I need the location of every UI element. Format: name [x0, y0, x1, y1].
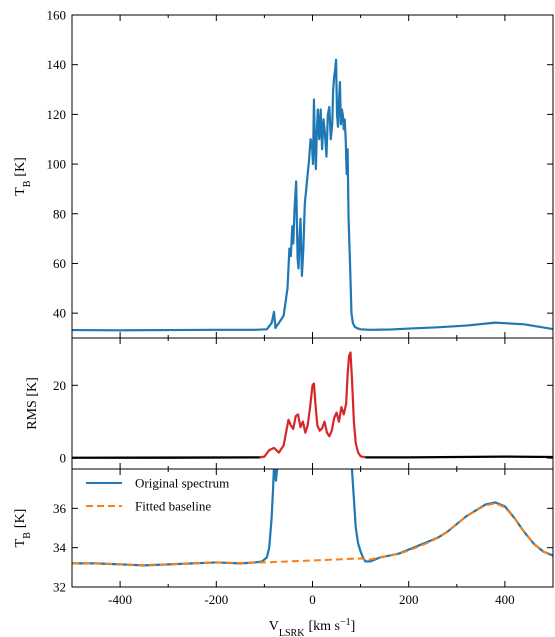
series-group — [72, 351, 553, 459]
y-tick-label: 0 — [60, 451, 67, 466]
x-axis-tick-labels: -400 -200 0 200 400 — [108, 592, 514, 607]
axes-frame — [71, 337, 554, 470]
middle-panel-rms: 0 20 RMS [K] — [25, 337, 554, 470]
x-axis-title-close: ] — [351, 619, 356, 634]
y-axis-title-unit: [K] — [13, 509, 28, 528]
x-tick-label: 400 — [495, 592, 515, 607]
y-tick-label: 160 — [47, 8, 67, 23]
x-tick-label: 200 — [399, 592, 419, 607]
y-axis-title: TB [K] — [13, 509, 33, 548]
legend: Original spectrum Fitted baseline — [86, 476, 229, 514]
y-tick-label: 36 — [53, 501, 67, 516]
y-axis-title-main: T — [13, 187, 28, 196]
y-axis-title: TB [K] — [13, 157, 33, 196]
series-group — [72, 58, 553, 332]
y-axis-title-main: T — [13, 538, 28, 547]
x-axis-title-unit: [km s — [308, 619, 340, 634]
y-tick-label: 120 — [47, 107, 67, 122]
x-axis-title-main: V — [269, 619, 279, 634]
x-axis-title: VLSRK [km s−1] — [269, 617, 356, 637]
series-group — [72, 469, 553, 567]
y-tick-label: 40 — [53, 306, 66, 321]
bottom-panel-baseline-fit: 32 34 36 TB [K] Original spectrum Fitted basel… — [13, 468, 554, 595]
series-line-1 — [259, 351, 366, 459]
series-line-0 — [72, 58, 553, 332]
y-axis-title-sub: B — [22, 532, 33, 539]
axes-frame — [71, 14, 554, 339]
y-tick-label: 20 — [53, 378, 66, 393]
y-axis-title: RMS [K] — [25, 377, 40, 430]
x-axis-title-sub: LSRK — [279, 628, 305, 637]
x-tick-label: -200 — [204, 592, 228, 607]
x-tick-label: 0 — [309, 592, 316, 607]
y-axis-title-main: RMS [K] — [25, 377, 40, 430]
y-tick-label: 80 — [53, 206, 66, 221]
y-tick-label: 140 — [47, 57, 67, 72]
top-panel-tb-spectrum: 40 60 80 100 120 140 160 TB [K] — [13, 8, 554, 339]
series-line-2 — [365, 455, 553, 459]
y-tick-label: 34 — [53, 540, 67, 555]
y-tick-label: 100 — [47, 157, 67, 172]
y-axis-title-sub: B — [22, 180, 33, 187]
x-tick-label: -400 — [108, 592, 132, 607]
legend-label: Original spectrum — [135, 476, 229, 491]
y-tick-label: 32 — [53, 580, 66, 595]
x-axis-title-sup: −1 — [340, 617, 351, 628]
y-axis-title-unit: [K] — [13, 157, 28, 176]
y-tick-label: 60 — [53, 256, 66, 271]
legend-label: Fitted baseline — [135, 499, 211, 514]
